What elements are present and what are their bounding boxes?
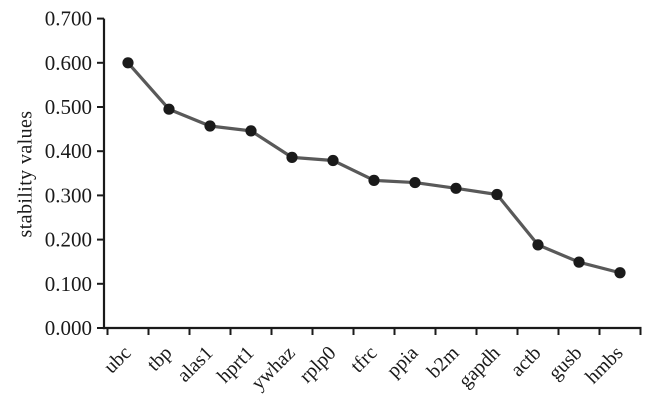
x-tick-label-ywhaz: ywhaz <box>247 342 300 395</box>
data-point-ppia <box>409 176 421 189</box>
data-point-ubc <box>122 57 134 69</box>
y-tick-label-0.400: 0.400 <box>45 139 92 163</box>
x-tick-label-ppia: ppia <box>383 342 423 382</box>
x-tick-label-alas1: alas1 <box>173 342 218 387</box>
y-tick-label-0.200: 0.200 <box>45 228 92 252</box>
series-line <box>126 61 622 275</box>
data-point-gusb <box>573 256 585 268</box>
data-point-alas1 <box>204 120 216 132</box>
y-tick-label-0.000: 0.000 <box>45 316 92 340</box>
y-tick-label-0.100: 0.100 <box>45 272 92 296</box>
y-tick-label-0.300: 0.300 <box>45 183 92 207</box>
data-point-hmbs <box>614 267 626 279</box>
data-point-tbp <box>163 103 175 115</box>
x-tick-label-tfrc: tfrc <box>346 342 381 377</box>
data-point-b2m <box>450 182 462 194</box>
x-tick-label-gusb: gusb <box>544 342 586 384</box>
x-tick-label-ubc: ubc <box>100 342 136 378</box>
y-tick-label-0.700: 0.700 <box>45 7 92 31</box>
data-point-actb <box>532 239 544 251</box>
x-tick-label-hmbs: hmbs <box>581 342 627 388</box>
data-point-ywhaz <box>286 151 298 163</box>
y-tick-label-0.500: 0.500 <box>45 95 92 119</box>
data-point-gapdh <box>491 188 503 201</box>
x-tick-label-actb: actb <box>506 342 545 381</box>
x-tick-label-tbp: tbp <box>143 342 177 376</box>
x-tick-label-rplp0: rplp0 <box>295 342 340 387</box>
x-tick-label-gapdh: gapdh <box>454 342 504 392</box>
y-tick-label-0.600: 0.600 <box>45 51 92 75</box>
data-point-tfrc <box>368 174 380 186</box>
data-point-hprt1 <box>245 125 257 137</box>
data-point-rplp0 <box>327 154 339 167</box>
y-axis-title: stability values <box>14 110 37 238</box>
